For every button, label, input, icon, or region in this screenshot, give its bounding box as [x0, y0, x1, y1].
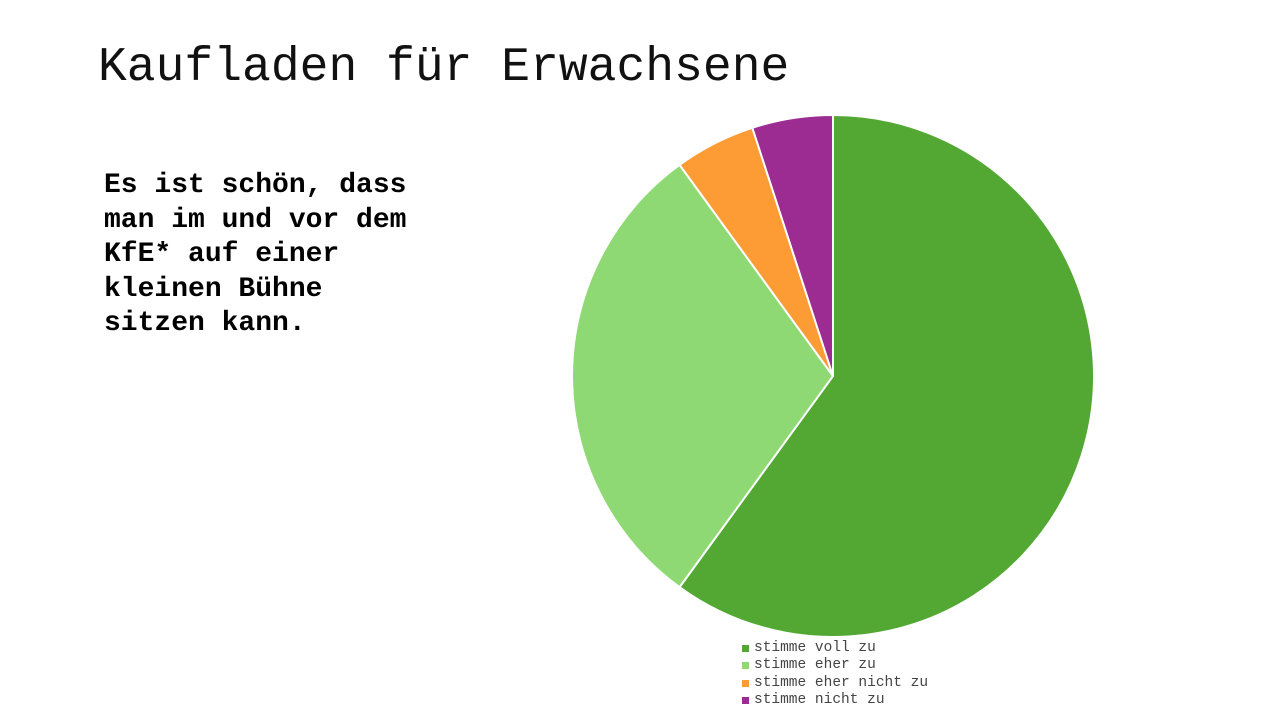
statement-line: Es ist schön, dass — [104, 170, 407, 201]
legend-item: stimme eher nicht zu — [742, 675, 928, 692]
legend-item: stimme voll zu — [742, 640, 928, 657]
slide-title: Kaufladen für Erwachsene — [98, 41, 790, 95]
survey-statement: Es ist schön, dass man im und vor dem Kf… — [104, 169, 484, 342]
legend-swatch — [742, 679, 749, 687]
legend-label: stimme eher zu — [754, 657, 876, 674]
legend-item: stimme nicht zu — [742, 692, 928, 709]
pie-slice-1 — [678, 114, 1095, 638]
legend-item: stimme eher zu — [742, 657, 928, 674]
legend-swatch — [742, 697, 749, 705]
statement-line: sitzen kann. — [104, 308, 306, 339]
legend-label: stimme voll zu — [754, 640, 876, 656]
legend-swatch — [742, 662, 749, 670]
statement-line: man im und vor dem — [104, 204, 407, 236]
pie-slice-2 — [571, 163, 834, 589]
legend-swatch — [742, 645, 749, 653]
chart-legend: stimme voll zu stimme eher zu stimme ehe… — [742, 640, 928, 709]
pie-slice-4 — [751, 114, 834, 377]
statement-line: kleinen Bühne — [104, 273, 323, 305]
legend-label: stimme nicht zu — [754, 691, 885, 708]
statement-line: KfE* auf einer — [104, 239, 340, 270]
legend-label: stimme eher nicht zu — [754, 674, 929, 691]
